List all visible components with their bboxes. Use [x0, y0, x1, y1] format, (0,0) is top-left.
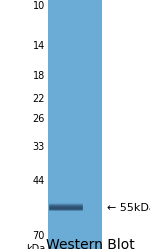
Text: 70: 70	[33, 231, 45, 241]
Text: ← 55kDa: ← 55kDa	[106, 203, 150, 213]
FancyBboxPatch shape	[49, 207, 83, 210]
Text: 14: 14	[33, 41, 45, 51]
FancyBboxPatch shape	[49, 203, 83, 207]
FancyBboxPatch shape	[49, 205, 83, 209]
Text: 10: 10	[33, 1, 45, 11]
Text: Western Blot: Western Blot	[46, 238, 134, 249]
Text: 22: 22	[33, 94, 45, 104]
FancyBboxPatch shape	[49, 204, 83, 208]
Text: 33: 33	[33, 142, 45, 152]
Text: 44: 44	[33, 176, 45, 186]
Text: kDa: kDa	[26, 244, 45, 249]
Text: 26: 26	[33, 114, 45, 124]
Text: 18: 18	[33, 70, 45, 81]
FancyBboxPatch shape	[49, 206, 83, 209]
Bar	[48, 0, 102, 249]
